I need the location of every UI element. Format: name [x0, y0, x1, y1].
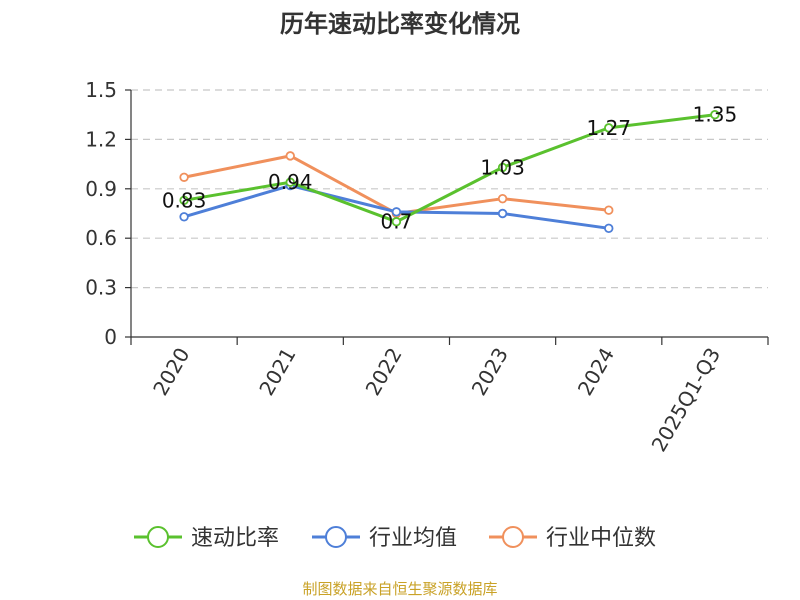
- data-point: [179, 195, 189, 206]
- x-tick-label: 2020: [148, 344, 194, 400]
- x-tick-label: 2023: [467, 344, 513, 400]
- legend-label: 行业中位数: [546, 526, 656, 551]
- series-layer: [179, 109, 720, 234]
- x-tick-label: 2021: [254, 344, 300, 400]
- x-tick-label: 2024: [573, 344, 619, 400]
- source-note: 制图数据来自恒生聚源数据库: [302, 580, 497, 598]
- legend: 速动比率 行业均值 行业中位数: [134, 526, 656, 551]
- legend-item-2: 行业中位数: [489, 526, 656, 551]
- axes: 0 0.3 0.6 0.9 1.2 1.5 2020 2021 2022 2023 2024 2025…: [85, 78, 769, 456]
- legend-item-1: 行业均值: [312, 526, 457, 551]
- y-tick-label: 0.6: [85, 226, 117, 250]
- data-point: [285, 177, 295, 187]
- data-label: 1.03: [480, 155, 525, 179]
- data-point: [497, 162, 508, 173]
- legend-label: 速动比率: [191, 526, 279, 551]
- chart-title: 历年速动比率变化情况: [280, 10, 520, 38]
- data-point: [604, 205, 614, 215]
- y-tick-label: 0.3: [85, 276, 117, 300]
- data-point: [604, 123, 614, 133]
- y-tick-label: 1.5: [85, 78, 117, 102]
- y-tick-label: 0.9: [85, 177, 117, 201]
- data-labels: 0.83 0.94 0.7 1.03 1.27 1.35: [162, 103, 737, 234]
- data-point: [391, 207, 402, 217]
- x-tick-label: 2022: [361, 344, 407, 400]
- grid: [131, 89, 768, 289]
- legend-marker: [502, 526, 524, 548]
- data-point: [179, 172, 189, 182]
- legend-marker: [147, 526, 169, 548]
- y-tick-label: 0: [104, 325, 117, 349]
- legend-marker: [325, 526, 347, 548]
- data-point: [179, 212, 189, 222]
- data-point: [604, 223, 614, 234]
- x-tick-label: 2025Q1-Q3: [647, 344, 726, 456]
- data-point: [497, 193, 508, 204]
- series-0: [179, 109, 720, 227]
- data-point: [391, 217, 402, 227]
- y-tick-label: 1.2: [85, 127, 117, 151]
- data-label: 1.35: [693, 103, 738, 127]
- data-point: [710, 109, 720, 120]
- data-label: 1.27: [586, 116, 631, 140]
- data-label: 0.83: [162, 188, 207, 212]
- legend-label: 行业均值: [369, 526, 457, 551]
- series-line: [183, 113, 716, 224]
- data-label: 0.7: [381, 210, 413, 234]
- data-point: [497, 208, 508, 219]
- legend-item-0: 速动比率: [134, 526, 279, 551]
- series-line: [183, 154, 609, 215]
- data-label: 0.94: [268, 170, 313, 194]
- data-point: [285, 151, 295, 161]
